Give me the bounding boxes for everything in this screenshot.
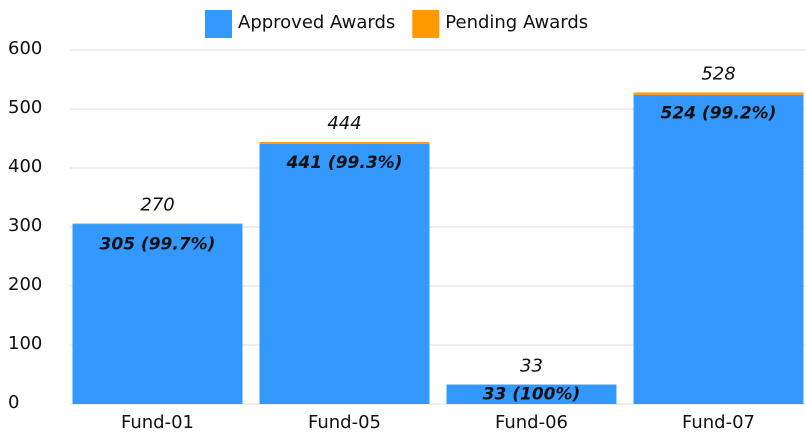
bar-segment — [633, 94, 804, 404]
y-tick-label: 300 — [8, 215, 42, 236]
value-label: 441 (99.3%) — [286, 153, 403, 173]
value-label: 524 (99.2%) — [661, 103, 777, 123]
bar-segment — [259, 143, 430, 404]
bar-segment — [72, 224, 243, 404]
y-tick-label: 100 — [8, 333, 42, 354]
total-label: 528 — [701, 63, 735, 84]
x-tick-label: Fund-06 — [495, 412, 568, 433]
x-tick-label: Fund-07 — [682, 412, 755, 433]
legend-label: Pending Awards — [445, 12, 588, 33]
value-label: 33 (100%) — [483, 385, 581, 405]
legend-swatch — [205, 10, 232, 38]
y-tick-label: 0 — [8, 392, 19, 413]
total-label: 444 — [327, 113, 361, 134]
y-tick-label: 200 — [8, 274, 42, 295]
value-label: 305 (99.7%) — [100, 234, 216, 254]
bar-segment — [72, 223, 243, 225]
bar-segment — [446, 384, 617, 404]
x-tick-label: Fund-05 — [308, 412, 381, 433]
y-tick-label: 500 — [8, 97, 42, 118]
x-tick-label: Fund-01 — [121, 412, 194, 433]
legend-swatch — [412, 10, 440, 38]
total-label: 33 — [520, 356, 543, 377]
bar-segment — [633, 92, 804, 95]
y-tick-label: 400 — [8, 156, 42, 177]
total-label: 270 — [140, 194, 174, 215]
legend-label: Approved Awards — [238, 12, 395, 33]
y-tick-label: 600 — [8, 38, 42, 59]
bar-segment — [259, 142, 430, 144]
